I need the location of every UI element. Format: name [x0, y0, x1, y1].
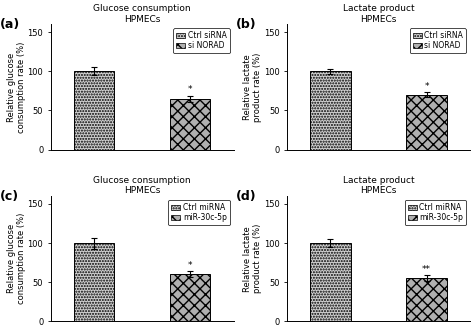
Text: (d): (d) — [236, 190, 257, 203]
Text: *: * — [188, 85, 192, 94]
Y-axis label: Relative lactate
product rate (%): Relative lactate product rate (%) — [243, 224, 263, 293]
Text: *: * — [188, 261, 192, 270]
Bar — [406, 278, 447, 321]
Title: Lactate product
HPMECs: Lactate product HPMECs — [343, 176, 414, 195]
Text: (c): (c) — [0, 190, 19, 203]
Legend: Ctrl siRNA, si NORAD: Ctrl siRNA, si NORAD — [410, 28, 466, 53]
Y-axis label: Relative glucose
consumption rate (%): Relative glucose consumption rate (%) — [7, 41, 26, 133]
Legend: Ctrl miRNA, miR-30c-5p: Ctrl miRNA, miR-30c-5p — [405, 200, 466, 225]
Bar — [74, 71, 114, 150]
Text: *: * — [424, 82, 429, 91]
Text: (b): (b) — [236, 18, 257, 31]
Bar — [170, 99, 210, 150]
Title: Glucose consumption
HPMECs: Glucose consumption HPMECs — [93, 4, 191, 24]
Legend: Ctrl siRNA, si NORAD: Ctrl siRNA, si NORAD — [173, 28, 230, 53]
Y-axis label: Relative lactate
product rate (%): Relative lactate product rate (%) — [243, 52, 263, 122]
Bar — [406, 95, 447, 150]
Bar — [310, 243, 351, 321]
Title: Glucose consumption
HPMECs: Glucose consumption HPMECs — [93, 176, 191, 195]
Bar — [74, 243, 114, 321]
Bar — [310, 71, 351, 150]
Legend: Ctrl miRNA, miR-30c-5p: Ctrl miRNA, miR-30c-5p — [168, 200, 230, 225]
Y-axis label: Relative glucose
consumption rate (%): Relative glucose consumption rate (%) — [7, 213, 26, 305]
Text: (a): (a) — [0, 18, 20, 31]
Text: **: ** — [422, 265, 431, 274]
Title: Lactate product
HPMECs: Lactate product HPMECs — [343, 4, 414, 24]
Bar — [170, 274, 210, 321]
